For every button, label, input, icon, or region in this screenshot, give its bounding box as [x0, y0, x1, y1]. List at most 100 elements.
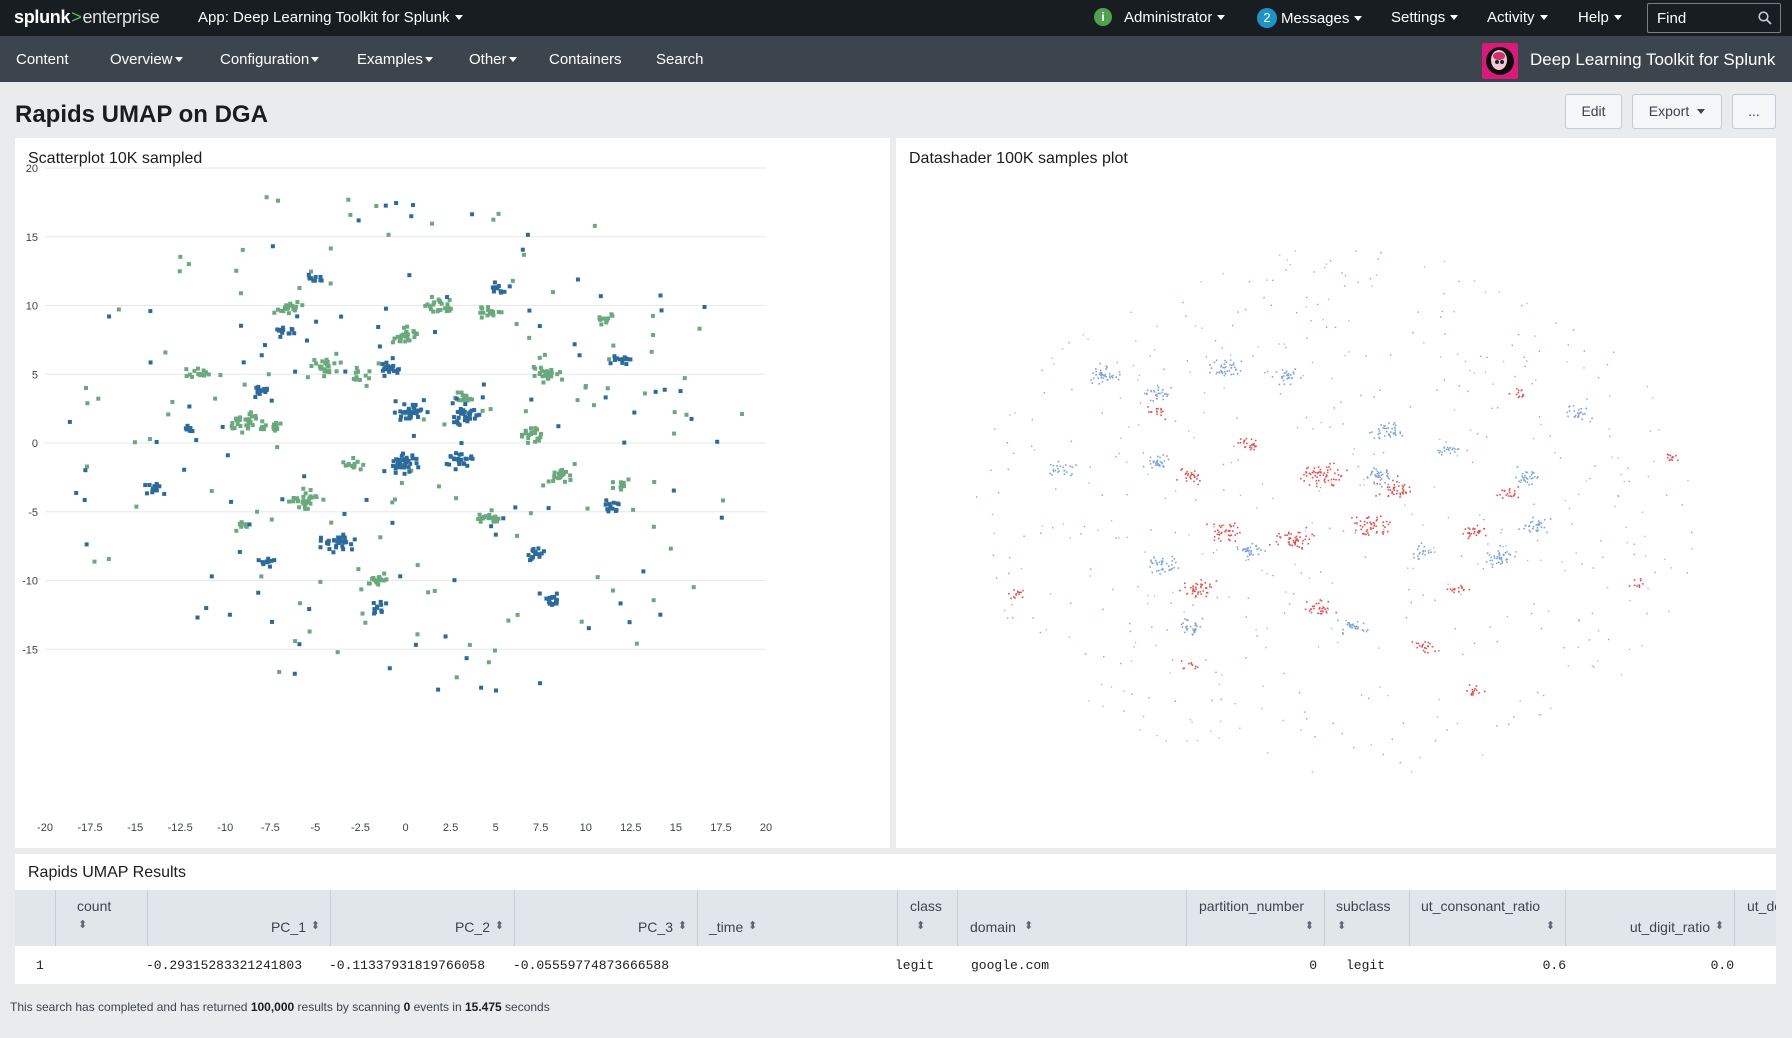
sort-icon[interactable]: ⬍	[310, 920, 320, 932]
density-point	[1453, 409, 1456, 411]
column-header-partition-number[interactable]: partition_number ⬍	[1187, 890, 1325, 946]
density-point	[1312, 428, 1314, 430]
scatter-point	[491, 289, 496, 294]
column-header-class[interactable]: class ⬍	[898, 890, 958, 946]
density-point	[1439, 450, 1441, 452]
column-header-ut-consonant-ratio[interactable]: ut_consonant_ratio ⬍	[1410, 890, 1566, 946]
density-point	[1417, 548, 1419, 551]
sort-icon[interactable]: ⬍	[677, 920, 687, 932]
density-point	[1495, 562, 1498, 565]
density-point	[1324, 608, 1327, 610]
density-point	[1479, 529, 1481, 532]
density-point	[1473, 372, 1475, 374]
table-row[interactable]: 1 -0.29315283321241803 -0.11337931819766…	[15, 946, 1776, 984]
density-point	[1384, 481, 1386, 484]
nav-containers[interactable]: Containers	[549, 51, 622, 68]
sort-icon[interactable]: ⬍	[1545, 920, 1555, 932]
nav-configuration[interactable]: Configuration	[220, 51, 320, 68]
density-point	[1320, 421, 1322, 424]
density-point	[1456, 353, 1459, 355]
density-point	[1469, 533, 1471, 535]
density-point	[1638, 586, 1641, 589]
density-point	[1248, 554, 1251, 557]
column-header-count[interactable]: count ⬍	[56, 890, 148, 946]
column-header-subclass[interactable]: subclass ⬍	[1325, 890, 1410, 946]
scatter-point	[469, 454, 474, 459]
nav-content[interactable]: Content	[16, 51, 69, 68]
sort-icon[interactable]: ⬍	[78, 919, 88, 931]
density-point	[1271, 376, 1274, 378]
messages-count-badge: 2	[1257, 8, 1277, 28]
scatter-point	[631, 507, 636, 512]
find-input[interactable]	[1648, 4, 1754, 32]
density-point	[1493, 557, 1496, 559]
nav-other[interactable]: Other	[469, 51, 517, 68]
density-point	[1380, 251, 1382, 254]
nav-examples[interactable]: Examples	[357, 51, 433, 68]
help-menu[interactable]: Help	[1578, 9, 1622, 26]
activity-menu[interactable]: Activity	[1487, 9, 1548, 26]
sort-icon[interactable]: ⬍	[494, 920, 504, 932]
density-point	[1427, 645, 1430, 648]
density-point	[1142, 452, 1145, 454]
density-point	[1193, 480, 1195, 483]
density-point	[1128, 426, 1130, 428]
sort-icon[interactable]: ⬍	[1714, 920, 1724, 932]
density-point	[1190, 663, 1193, 665]
more-button[interactable]: ...	[1732, 94, 1776, 129]
density-point	[1306, 718, 1308, 720]
density-point	[1498, 554, 1501, 557]
edit-button[interactable]: Edit	[1565, 94, 1622, 129]
density-point	[1215, 373, 1217, 375]
sort-icon[interactable]: ⬍	[1024, 920, 1034, 932]
density-point	[1215, 359, 1218, 362]
density-point	[1422, 594, 1424, 596]
sort-icon[interactable]: ⬍	[1304, 920, 1314, 932]
density-point	[1528, 529, 1531, 532]
datashader-chart[interactable]	[896, 138, 1776, 848]
export-button[interactable]: Export	[1632, 94, 1722, 129]
column-header-domain[interactable]: domain ⬍	[958, 890, 1187, 946]
density-point	[1102, 374, 1105, 377]
search-icon[interactable]	[1758, 11, 1772, 25]
scatter-point	[541, 483, 546, 488]
nav-search[interactable]: Search	[656, 51, 704, 68]
scatter-point	[184, 367, 189, 372]
scatter-point	[259, 353, 264, 358]
density-point	[1194, 628, 1197, 630]
density-point	[1304, 530, 1307, 532]
sort-icon[interactable]: ⬍	[748, 920, 758, 932]
column-header-ut-digit-ratio[interactable]: ut_digit_ratio ⬍	[1566, 890, 1735, 946]
density-point	[1502, 545, 1505, 548]
column-header-ut-domain[interactable]: ut_domain_	[1735, 890, 1776, 946]
density-point	[1157, 386, 1160, 389]
density-point	[1388, 477, 1390, 480]
density-point	[1501, 562, 1504, 564]
density-point	[1505, 494, 1508, 497]
column-header-pc2[interactable]: PC_2 ⬍	[331, 890, 515, 946]
column-header-pc3[interactable]: PC_3 ⬍	[515, 890, 698, 946]
column-header-pc1[interactable]: PC_1 ⬍	[148, 890, 331, 946]
density-point	[1173, 558, 1176, 560]
density-point	[1496, 494, 1499, 497]
sort-icon[interactable]: ⬍	[916, 920, 926, 932]
settings-menu[interactable]: Settings	[1391, 9, 1459, 26]
user-menu[interactable]: i Administrator	[1094, 8, 1226, 27]
scatter-point	[183, 426, 188, 431]
nav-overview[interactable]: Overview	[110, 51, 183, 68]
splunk-logo[interactable]: splunk>enterprise	[14, 7, 160, 28]
scatter-point	[338, 360, 343, 365]
scatter-point	[586, 626, 591, 631]
scatter-point	[397, 339, 402, 344]
column-header-time[interactable]: _time ⬍	[698, 890, 898, 946]
sort-icon[interactable]: ⬍	[1337, 920, 1347, 932]
chevron-down-icon	[454, 14, 463, 20]
scatter-point	[402, 471, 407, 476]
density-point	[1187, 592, 1189, 595]
app-menu[interactable]: App: Deep Learning Toolkit for Splunk	[198, 9, 463, 26]
scatter-point	[256, 384, 261, 389]
density-point	[1351, 517, 1353, 519]
scatter-point	[309, 269, 314, 274]
messages-menu[interactable]: 2 Messages	[1257, 8, 1363, 29]
